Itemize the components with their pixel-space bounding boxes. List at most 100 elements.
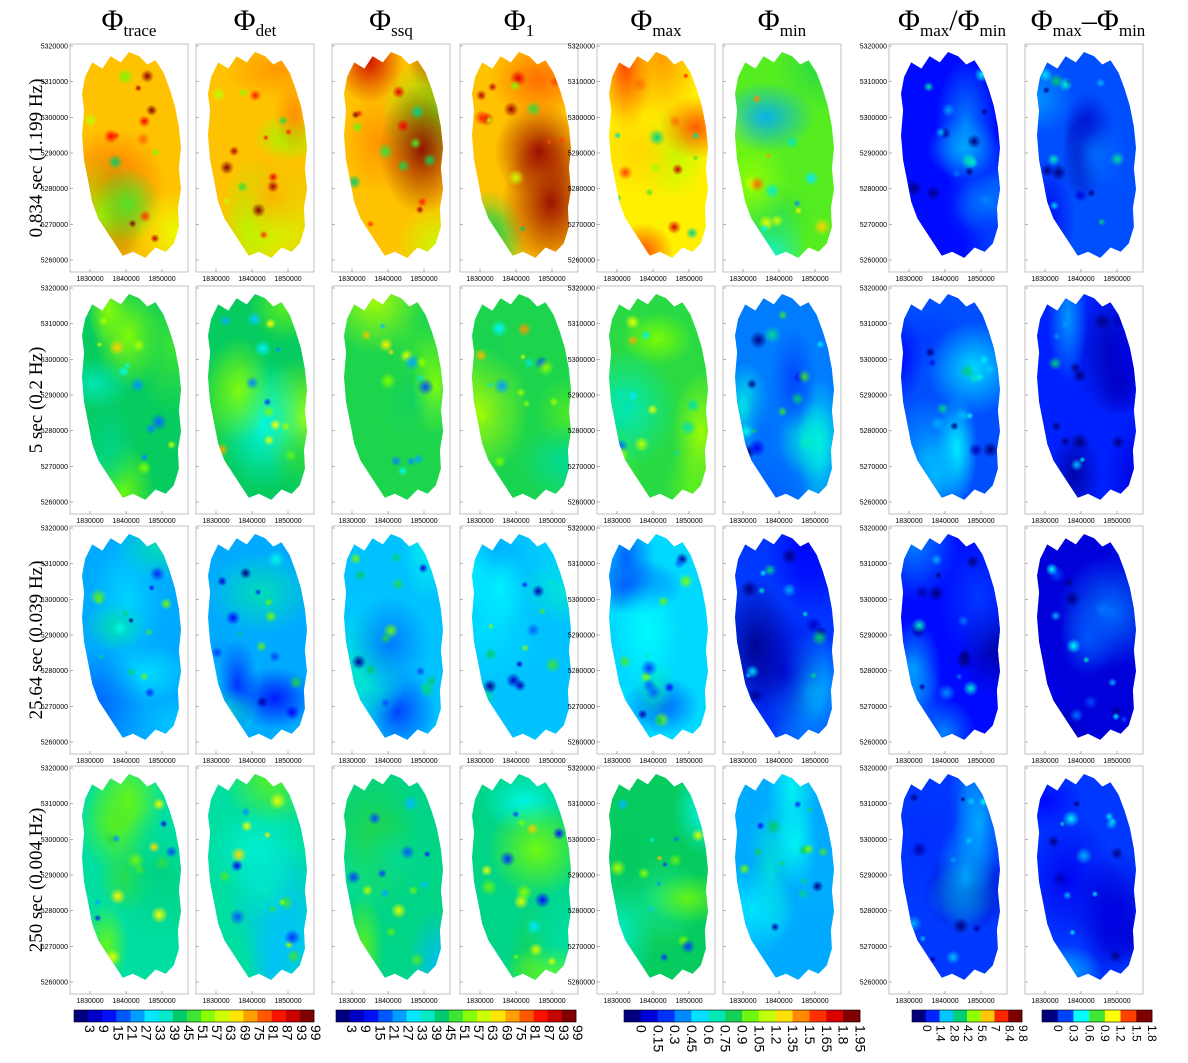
x-tick-label: 1830000 — [338, 758, 365, 765]
field-anomaly — [256, 695, 269, 709]
field-anomaly — [263, 831, 272, 839]
y-tick-label: 5320000 — [860, 44, 887, 51]
x-tick-label: 1830000 — [466, 518, 493, 525]
y-tick-label: 5260000 — [860, 980, 887, 987]
field-anomaly — [379, 632, 392, 645]
map-panel-r0-c5: 1830000 1840000 1850000 — [722, 43, 842, 283]
x-tick-label: 1850000 — [410, 998, 437, 1005]
x-tick-label: 1830000 — [729, 998, 756, 1005]
colorbar-swatch — [406, 1010, 422, 1022]
field-anomaly — [685, 226, 699, 240]
field-anomaly — [793, 199, 801, 208]
field-anomaly — [1070, 432, 1089, 451]
field-anomaly — [981, 441, 999, 459]
field-anomaly — [909, 792, 920, 803]
field-anomaly — [361, 884, 374, 897]
x-tick-label: 1850000 — [675, 518, 702, 525]
field-anomaly — [966, 796, 976, 806]
field-anomaly — [1097, 217, 1106, 226]
field-anomaly — [1064, 590, 1081, 607]
x-tick-label: 1830000 — [76, 998, 103, 1005]
colorbar-swatch — [215, 1010, 230, 1022]
colorbar-tick-label: 7 — [989, 1025, 1003, 1032]
field-anomaly — [1071, 368, 1087, 384]
y-tick-label: 5280000 — [568, 668, 595, 675]
map-panel-r0-c0: 5320000 5310000 5300000 5290000 5280000 52700… — [41, 44, 189, 283]
colorbar-tick-label: 0.3 — [1067, 1025, 1081, 1042]
field-anomaly — [1042, 86, 1051, 94]
y-tick-label: 5300000 — [41, 837, 68, 844]
field-anomaly — [930, 553, 943, 566]
field-anomaly — [806, 806, 813, 813]
field-region — [912, 697, 976, 740]
field-anomaly — [136, 460, 152, 476]
field-anomaly — [1063, 577, 1074, 588]
y-tick-label: 5260000 — [860, 500, 887, 507]
y-tick-label: 5280000 — [860, 428, 887, 435]
field-anomaly — [749, 331, 768, 349]
map-panel-r0-c1: 1830000 1840000 1850000 — [195, 43, 315, 283]
field-anomaly — [222, 197, 231, 205]
field-anomaly — [129, 377, 146, 393]
field-anomaly — [544, 656, 562, 674]
y-tick-label: 5270000 — [41, 944, 68, 951]
y-tick-label: 5290000 — [860, 393, 887, 400]
field-anomaly — [1082, 656, 1090, 664]
y-tick-label: 5310000 — [860, 561, 887, 568]
x-tick-label: 1840000 — [765, 998, 792, 1005]
colorbar-tick-label: 0.6 — [701, 1025, 717, 1045]
field-anomaly — [512, 953, 519, 960]
column-title-2: Φssq — [369, 4, 413, 40]
colorbar-tick-label: 15 — [372, 1025, 388, 1041]
field-anomaly — [656, 854, 663, 862]
x-tick-label: 1830000 — [603, 758, 630, 765]
field-anomaly — [679, 418, 697, 436]
map-panel-r3-c5: 1830000 1840000 1850000 — [722, 765, 842, 1005]
field-anomaly — [152, 797, 166, 811]
field-anomaly — [927, 584, 945, 602]
field-anomaly — [246, 311, 263, 328]
field-anomaly — [240, 806, 251, 817]
field-anomaly — [1091, 890, 1099, 898]
colorbar-tick-label: 39 — [429, 1025, 445, 1041]
y-tick-label: 5320000 — [41, 44, 68, 51]
x-tick-label: 1850000 — [538, 998, 565, 1005]
colorbar-swatch — [243, 1010, 258, 1022]
field-anomaly — [387, 348, 395, 356]
field-anomaly — [1052, 332, 1061, 341]
colorbar-tick-label: 1.8 — [836, 1025, 852, 1045]
field-anomaly — [93, 898, 102, 906]
x-tick-label: 1840000 — [931, 998, 958, 1005]
field-anomaly — [396, 159, 410, 173]
field-anomaly — [637, 867, 650, 880]
x-tick-label: 1840000 — [639, 998, 666, 1005]
colorbar-swatch — [102, 1010, 117, 1022]
colorbar-outline — [911, 1009, 1023, 1023]
field-anomaly — [618, 654, 632, 669]
field-anomaly — [278, 898, 286, 906]
x-tick-label: 1850000 — [801, 276, 828, 283]
field-anomaly — [474, 409, 489, 424]
colorbar-tick-label: 33 — [153, 1025, 169, 1041]
field-anomaly — [928, 358, 937, 367]
x-tick-label: 1840000 — [639, 518, 666, 525]
field-anomaly — [817, 846, 829, 858]
colorbar-tick-label: 21 — [386, 1025, 402, 1041]
colorbar-tick-label: 0.6 — [1082, 1025, 1096, 1042]
x-tick-label: 1840000 — [112, 518, 139, 525]
field-anomaly — [153, 854, 171, 872]
colorbar-swatch — [1089, 1010, 1106, 1022]
colorbar-tick-label: 0.9 — [735, 1025, 751, 1045]
field-anomaly — [245, 375, 260, 390]
field-region — [270, 427, 307, 495]
field-anomaly — [96, 341, 103, 348]
field-anomaly — [409, 136, 422, 150]
y-tick-label: 5280000 — [568, 428, 595, 435]
colorbar-tick-label: 0.45 — [684, 1025, 700, 1052]
map-panel-r3-c4: 5320000 5310000 5300000 5290000 5280000 52700… — [568, 766, 716, 1005]
y-tick-label: 5270000 — [860, 944, 887, 951]
field-anomaly — [528, 942, 543, 957]
y-tick-label: 5320000 — [860, 286, 887, 293]
field-anomaly — [493, 377, 511, 395]
field-anomaly — [930, 415, 946, 432]
